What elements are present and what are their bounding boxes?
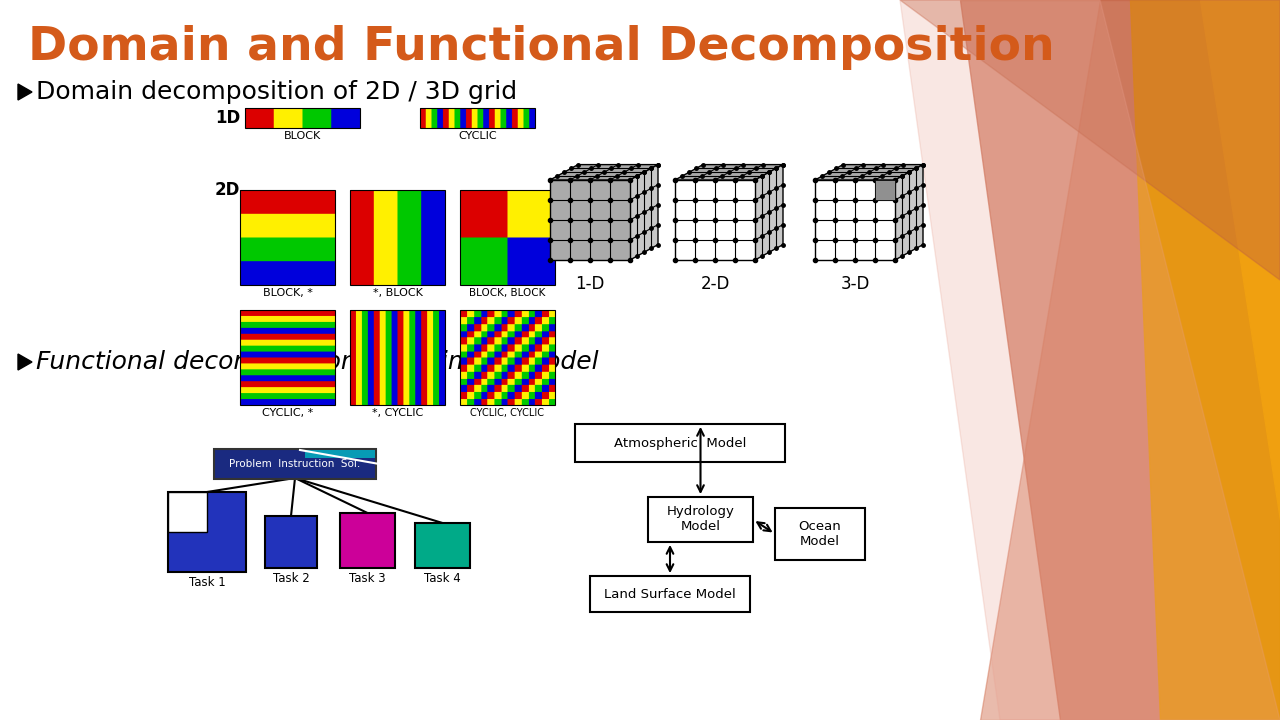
Bar bbox=[460, 310, 556, 405]
Bar bbox=[675, 180, 755, 260]
Bar bbox=[168, 492, 246, 572]
Text: Hydrology
Model: Hydrology Model bbox=[667, 505, 735, 534]
Text: BLOCK: BLOCK bbox=[284, 131, 321, 141]
Text: *, BLOCK: *, BLOCK bbox=[372, 288, 422, 298]
Polygon shape bbox=[305, 450, 375, 458]
Bar bbox=[241, 310, 335, 405]
Text: Ocean
Model: Ocean Model bbox=[799, 520, 841, 548]
Polygon shape bbox=[675, 165, 783, 180]
Polygon shape bbox=[900, 0, 1280, 280]
Bar bbox=[265, 516, 317, 568]
Text: Domain and Functional Decomposition: Domain and Functional Decomposition bbox=[28, 25, 1055, 70]
Polygon shape bbox=[550, 165, 658, 180]
Text: Domain decomposition of 2D / 3D grid: Domain decomposition of 2D / 3D grid bbox=[36, 80, 517, 104]
Polygon shape bbox=[18, 354, 32, 370]
FancyBboxPatch shape bbox=[214, 449, 376, 479]
Bar bbox=[648, 497, 753, 542]
Text: Land Surface Model: Land Surface Model bbox=[604, 588, 736, 600]
Polygon shape bbox=[18, 84, 32, 100]
Bar bbox=[460, 190, 556, 285]
Polygon shape bbox=[895, 165, 923, 260]
Polygon shape bbox=[630, 165, 658, 260]
Text: BLOCK, *: BLOCK, * bbox=[262, 288, 312, 298]
Text: 2D: 2D bbox=[215, 181, 241, 199]
Text: Problem  Instruction  Sol.: Problem Instruction Sol. bbox=[229, 459, 361, 469]
Text: 3-D: 3-D bbox=[840, 275, 869, 293]
Bar bbox=[168, 492, 207, 532]
Polygon shape bbox=[1130, 0, 1280, 720]
Text: *, CYCLIC: *, CYCLIC bbox=[372, 408, 424, 418]
Text: Atmospheric  Model: Atmospheric Model bbox=[614, 436, 746, 449]
Bar bbox=[420, 108, 535, 128]
Bar bbox=[815, 180, 895, 260]
Bar bbox=[241, 190, 335, 285]
Text: CYCLIC, *: CYCLIC, * bbox=[262, 408, 314, 418]
Bar bbox=[590, 576, 750, 612]
Text: CYCLIC: CYCLIC bbox=[458, 131, 497, 141]
Bar bbox=[244, 108, 360, 128]
Polygon shape bbox=[755, 165, 783, 260]
Polygon shape bbox=[980, 0, 1280, 720]
Text: 2-D: 2-D bbox=[700, 275, 730, 293]
Polygon shape bbox=[1201, 0, 1280, 520]
Text: Task 4: Task 4 bbox=[424, 572, 461, 585]
Polygon shape bbox=[815, 165, 923, 180]
Text: 1-D: 1-D bbox=[575, 275, 604, 293]
Text: Task 2: Task 2 bbox=[273, 572, 310, 585]
Text: Task 1: Task 1 bbox=[188, 576, 225, 589]
Text: BLOCK, BLOCK: BLOCK, BLOCK bbox=[470, 288, 545, 298]
Bar bbox=[550, 180, 630, 260]
Text: Task 3: Task 3 bbox=[349, 572, 385, 585]
Bar bbox=[575, 424, 785, 462]
Text: CYCLIC, CYCLIC: CYCLIC, CYCLIC bbox=[471, 408, 544, 418]
Text: 1D: 1D bbox=[215, 109, 241, 127]
Bar bbox=[349, 190, 445, 285]
Polygon shape bbox=[900, 0, 1280, 720]
Bar bbox=[415, 523, 470, 568]
Bar bbox=[774, 508, 865, 560]
Bar bbox=[340, 513, 396, 568]
Text: Functional decomposition of a climate model: Functional decomposition of a climate mo… bbox=[36, 350, 599, 374]
Bar bbox=[349, 310, 445, 405]
Polygon shape bbox=[960, 0, 1280, 720]
Bar bbox=[876, 180, 895, 200]
